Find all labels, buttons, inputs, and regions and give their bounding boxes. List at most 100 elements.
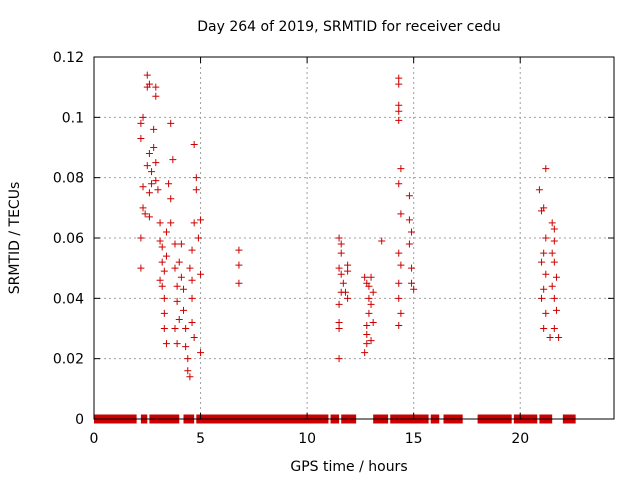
data-point (197, 349, 205, 357)
data-point (548, 282, 556, 290)
data-point (546, 334, 554, 342)
data-point (552, 273, 560, 281)
data-point (190, 334, 198, 342)
data-point (395, 101, 403, 109)
data-point (160, 294, 168, 302)
data-point (192, 186, 200, 194)
data-point (395, 294, 403, 302)
y-tick-label: 0.08 (53, 171, 84, 187)
data-point (335, 300, 343, 308)
grid-layer (94, 57, 614, 419)
y-tick-label: 0.12 (53, 50, 84, 66)
data-point (548, 219, 556, 227)
data-point (158, 282, 166, 290)
data-point (335, 325, 343, 332)
data-point (395, 74, 403, 82)
data-point (175, 258, 183, 266)
data-point (395, 180, 403, 188)
data-point (180, 285, 188, 293)
data-point (143, 162, 151, 170)
data-point (154, 186, 162, 194)
data-point (158, 243, 166, 251)
data-point (361, 273, 369, 281)
data-point (141, 210, 149, 218)
data-point (145, 189, 153, 197)
data-point (143, 71, 151, 79)
data-point (378, 237, 386, 245)
data-point (152, 159, 160, 167)
data-point (337, 240, 345, 248)
y-tick-label: 0.02 (53, 352, 84, 368)
data-point (344, 261, 352, 269)
data-point (152, 177, 160, 185)
data-point (190, 219, 198, 227)
data-point (540, 285, 548, 293)
data-point (367, 337, 375, 345)
data-point (175, 315, 183, 323)
y-tick-label: 0.04 (53, 291, 84, 307)
x-tick-label: 0 (90, 431, 99, 447)
data-point (139, 113, 147, 121)
data-point (137, 264, 145, 272)
data-point (160, 309, 168, 317)
x-tick-label: 5 (196, 431, 205, 447)
data-points (137, 71, 563, 381)
data-point (535, 186, 543, 194)
data-point (408, 228, 416, 236)
data-point (335, 264, 343, 272)
data-point (235, 279, 243, 287)
data-point (145, 150, 153, 158)
data-point (337, 270, 345, 278)
data-point (538, 258, 546, 266)
x-tick-label: 20 (511, 431, 529, 447)
data-point (341, 288, 349, 296)
data-point (188, 318, 196, 326)
data-point (335, 355, 343, 363)
data-point (143, 83, 151, 91)
data-point (184, 367, 192, 375)
data-point (197, 216, 205, 224)
data-point (171, 325, 179, 332)
data-point (344, 267, 352, 275)
data-point (139, 204, 147, 212)
data-point (405, 216, 413, 224)
data-point (169, 156, 177, 164)
data-point (552, 306, 560, 314)
y-tick-label: 0.1 (62, 110, 84, 126)
data-point (150, 144, 158, 151)
data-point (192, 174, 200, 182)
data-point (235, 246, 243, 254)
data-point (152, 83, 160, 91)
data-point (395, 80, 403, 88)
data-point (173, 297, 181, 305)
data-point (160, 267, 168, 275)
data-point (148, 168, 156, 176)
x-tick-label: 15 (405, 431, 423, 447)
data-point (162, 252, 170, 260)
data-point (182, 325, 190, 332)
data-point (335, 234, 343, 242)
data-point (171, 240, 179, 248)
data-point (550, 325, 558, 332)
axis-ticks (93, 56, 614, 420)
data-point (162, 228, 170, 236)
data-point (180, 306, 188, 314)
data-point (167, 195, 175, 203)
data-point (369, 288, 377, 296)
data-point (177, 273, 185, 281)
x-axis-label: GPS time / hours (290, 459, 407, 475)
data-point (395, 116, 403, 124)
data-point (542, 165, 550, 173)
data-point (156, 219, 164, 227)
data-point (194, 234, 202, 242)
data-point (410, 285, 418, 293)
data-point (139, 183, 147, 191)
data-point (188, 276, 196, 284)
data-point (369, 318, 377, 326)
data-point (165, 180, 173, 188)
data-point (167, 119, 175, 127)
data-point (145, 213, 153, 221)
data-point (395, 249, 403, 257)
data-point (395, 279, 403, 287)
